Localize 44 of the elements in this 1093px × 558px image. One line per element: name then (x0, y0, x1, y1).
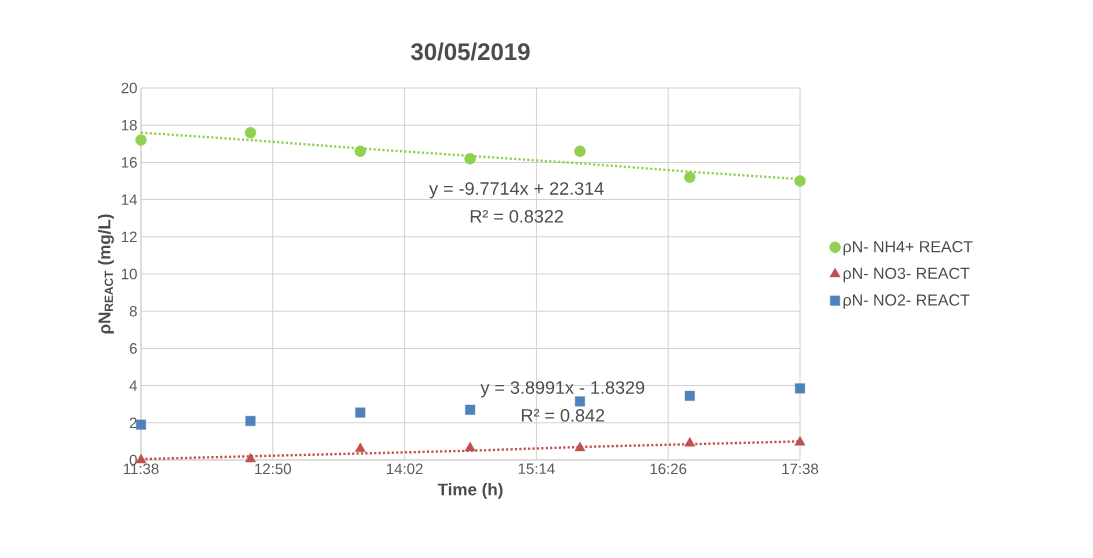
y-tick-label: 6 (129, 343, 137, 354)
annotation: y = -9.7714x + 22.314 (429, 182, 604, 199)
annotation: y = 3.8991x - 1.8329 (480, 381, 645, 398)
point (135, 134, 147, 146)
point (795, 383, 805, 394)
x-tick-label: 17:38 (782, 463, 819, 475)
point (574, 145, 586, 157)
point (355, 407, 366, 418)
legend-label: ρN- NH4+ REACT (843, 241, 973, 256)
point (684, 171, 696, 183)
point (465, 404, 476, 415)
y-tick-label: 18 (121, 119, 137, 131)
annotation: R² = 0.842 (521, 408, 605, 422)
point (354, 145, 366, 157)
point (574, 396, 585, 407)
point (245, 415, 256, 426)
point (464, 152, 476, 165)
point (464, 441, 476, 452)
point (574, 441, 586, 452)
point (794, 175, 806, 187)
annotation: R² = 0.8322 (470, 209, 563, 223)
point (684, 390, 695, 401)
point (245, 452, 256, 463)
legend-label: ρN- NO2- REACT (843, 294, 970, 309)
y-tick-label: 8 (129, 305, 137, 317)
y-axis-title: ρN$_{REACT}$ (mg/L) (98, 214, 114, 334)
point (794, 436, 806, 446)
legend-label: ρN- NO3- REACT (843, 267, 970, 283)
y-tick-label: 20 (121, 82, 137, 94)
y-tick-label: 14 (121, 194, 138, 205)
point (244, 126, 257, 139)
chart-title: 30/05/2019 (410, 42, 530, 61)
x-tick-label: 14:02 (386, 463, 423, 475)
x-tick-label: 15:14 (518, 463, 555, 474)
y-tick-label: 16 (121, 157, 137, 168)
y-tick-label: 10 (121, 268, 137, 280)
y-tick-label: 12 (121, 231, 137, 243)
point (354, 442, 366, 453)
y-tick-label: 4 (129, 380, 138, 391)
point (684, 437, 696, 447)
x-axis-title: Time (h) (437, 483, 503, 499)
x-tick-label: 12:50 (255, 463, 291, 475)
x-tick-label: 16:26 (650, 463, 687, 475)
point (136, 419, 146, 430)
